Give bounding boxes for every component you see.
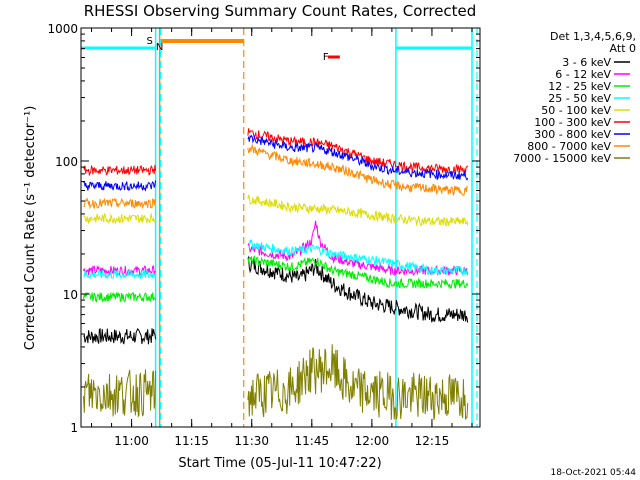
axes: 1 10 100 1000 11:00 11:15 11:30 11:45 12:00 12:15 xyxy=(47,22,480,448)
x-tick-label: 12:00 xyxy=(355,434,390,448)
y-axis-label: Corrected Count Rate (s⁻¹ detector⁻¹) xyxy=(23,106,38,351)
legend-label: 100 - 300 keV xyxy=(534,116,611,129)
legend-label: 800 - 7000 keV xyxy=(527,140,611,153)
chart-title: RHESSI Observing Summary Count Rates, Co… xyxy=(84,2,477,20)
legend-label: 25 - 50 keV xyxy=(548,92,611,105)
series-line-2 xyxy=(83,255,469,303)
annotation-n: N xyxy=(156,42,163,53)
legend-label: 12 - 25 keV xyxy=(548,80,611,93)
series-line-8 xyxy=(83,344,469,420)
x-tick-label: 12:15 xyxy=(415,434,450,448)
series-line-7 xyxy=(83,143,469,210)
x-axis-label: Start Time (05-Jul-11 10:47:22) xyxy=(178,456,381,471)
x-tick-label: 11:00 xyxy=(114,434,149,448)
series-line-5 xyxy=(83,128,469,177)
plot-border xyxy=(80,27,481,428)
legend-header: Det 1,3,4,5,6,9, xyxy=(550,30,636,43)
x-tick-label: 11:15 xyxy=(174,434,209,448)
x-tick-label: 11:45 xyxy=(295,434,330,448)
generation-timestamp: 18-Oct-2021 05:44 xyxy=(551,468,637,478)
y-tick-label: 1000 xyxy=(47,22,78,36)
series-line-4 xyxy=(83,194,469,227)
annotation-f: F xyxy=(323,52,329,63)
y-tick-label: 1 xyxy=(70,421,78,435)
y-tick-label: 10 xyxy=(63,288,78,302)
series-line-3 xyxy=(83,239,469,280)
legend-label: 6 - 12 keV xyxy=(555,68,611,81)
legend-label: 50 - 100 keV xyxy=(541,104,611,117)
legend-label: 7000 - 15000 keV xyxy=(513,152,611,165)
legend-label: 3 - 6 keV xyxy=(562,56,611,69)
annotation-s: S xyxy=(146,36,152,47)
x-tick-label: 11:30 xyxy=(234,434,269,448)
legend-label: 300 - 800 keV xyxy=(534,128,611,141)
plot-frame xyxy=(80,27,481,428)
y-tick-label: 100 xyxy=(55,155,78,169)
series-line-0 xyxy=(83,255,469,345)
series-line-6 xyxy=(83,134,469,192)
legend-header: Att 0 xyxy=(610,42,636,55)
plot-area: SN F xyxy=(81,28,478,427)
